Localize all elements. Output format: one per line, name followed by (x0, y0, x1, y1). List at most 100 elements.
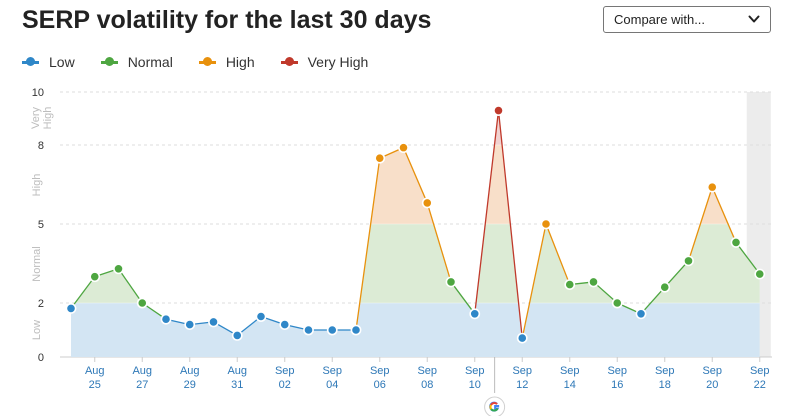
x-tick-label-month: Sep (750, 365, 770, 377)
legend-marker-high (198, 57, 216, 66)
legend-marker-normal (100, 57, 118, 66)
x-tick-label-month: Aug (85, 365, 105, 377)
x-tick-label-day: 14 (564, 379, 576, 391)
x-tick-label-month: Sep (560, 365, 580, 377)
data-point-aug-30 (208, 316, 219, 328)
legend-marker-very-high (280, 57, 298, 66)
x-tick-label-day: 20 (706, 379, 718, 391)
x-tick-label-month: Aug (180, 365, 200, 377)
y-tick-label: 8 (38, 140, 44, 152)
x-tick-label-month: Sep (655, 365, 675, 377)
data-point-aug-29 (184, 319, 196, 330)
series-segment (402, 147, 428, 204)
band-fill-very-high (71, 110, 760, 145)
x-tick-label-day: 31 (231, 379, 243, 391)
legend-label-very-high: Very High (307, 54, 369, 70)
band-fill-normal (71, 224, 760, 303)
band-axis-label-normal: Normal (31, 246, 43, 281)
x-tick-label-month: Sep (465, 365, 485, 377)
band-axis-label-very-high: High (42, 107, 54, 130)
x-tick-label-day: 27 (136, 379, 148, 391)
y-tick-label: 0 (38, 352, 44, 364)
data-point-sep-13 (540, 218, 552, 230)
series-segment (474, 110, 500, 314)
band-axis-label-high: High (31, 174, 43, 197)
data-point-sep-08 (421, 197, 433, 209)
x-tick-label-day: 22 (754, 379, 766, 391)
series-segment (497, 110, 523, 339)
legend-label-low: Low (49, 54, 75, 70)
y-tick-label: 5 (38, 219, 44, 231)
data-point-sep-02 (279, 319, 291, 330)
x-tick-label-month: Sep (512, 365, 532, 377)
data-point-sep-05 (350, 324, 362, 336)
data-point-sep-16 (611, 297, 623, 309)
data-point-sep-12 (516, 332, 528, 344)
x-tick-label-day: 18 (659, 379, 671, 391)
data-point-sep-21 (730, 237, 742, 248)
x-tick-label-month: Sep (607, 365, 627, 377)
x-tick-label-day: 06 (374, 379, 386, 391)
x-tick-label-month: Aug (227, 365, 247, 377)
x-tick-label-month: Sep (275, 365, 295, 377)
x-tick-label-day: 10 (469, 379, 481, 391)
data-point-sep-20 (706, 181, 718, 193)
data-point-sep-07 (398, 142, 409, 154)
series-segment (521, 223, 547, 339)
band-fill-low (71, 303, 760, 357)
legend-item-very-high[interactable]: Very High (280, 54, 369, 70)
y-tick-label: 2 (38, 298, 44, 310)
chart-legend: Low Normal High Very High (22, 54, 394, 70)
x-tick-label-month: Aug (132, 365, 152, 377)
series-segment (450, 281, 476, 315)
data-point-aug-31 (231, 329, 243, 341)
series-segment (711, 186, 737, 243)
data-point-sep-14 (564, 279, 576, 290)
data-point-aug-27 (136, 297, 148, 309)
data-point-sep-03 (303, 324, 314, 336)
band-axis-label-very: Very (30, 106, 42, 129)
legend-label-normal: Normal (127, 54, 173, 70)
series-segment (640, 286, 666, 315)
y-tick-label: 10 (32, 87, 44, 99)
chevron-down-icon (748, 15, 760, 23)
legend-item-high[interactable]: High (198, 54, 255, 70)
series-segment (117, 268, 143, 304)
data-point-sep-15 (588, 276, 599, 288)
data-point-aug-24 (65, 302, 77, 314)
x-tick-label-day: 25 (89, 379, 101, 391)
legend-item-normal[interactable]: Normal (100, 54, 173, 70)
compare-with-dropdown[interactable]: Compare with... (603, 6, 771, 33)
legend-label-high: High (225, 54, 255, 70)
series-segment (355, 158, 381, 331)
band-axis-label-low: Low (31, 320, 43, 340)
x-tick-label-day: 16 (611, 379, 623, 391)
data-point-sep-10 (469, 308, 481, 320)
data-point-sep-22 (754, 268, 766, 280)
series-segment (687, 186, 713, 262)
google-icon (484, 396, 506, 416)
data-point-aug-28 (160, 313, 172, 325)
page-title: SERP volatility for the last 30 days (22, 6, 432, 34)
x-tick-label-month: Sep (702, 365, 722, 377)
data-point-sep-19 (683, 255, 694, 267)
data-point-sep-01 (255, 311, 267, 322)
data-point-sep-04 (326, 324, 338, 336)
data-point-sep-06 (374, 152, 386, 164)
compare-with-label: Compare with... (614, 12, 706, 27)
legend-item-low[interactable]: Low (22, 54, 75, 70)
series-segment (545, 223, 571, 285)
x-tick-label-day: 08 (421, 379, 433, 391)
x-tick-label-day: 04 (326, 379, 338, 391)
x-tick-label-month: Sep (322, 365, 342, 377)
data-point-sep-09 (445, 276, 457, 288)
x-tick-label-day: 02 (279, 379, 291, 391)
data-point-sep-17 (635, 308, 647, 320)
band-fill-high (71, 145, 760, 224)
data-point-sep-18 (659, 281, 671, 293)
series-segment (735, 242, 761, 275)
series-segment (426, 202, 452, 283)
x-tick-label-day: 12 (516, 379, 528, 391)
data-point-aug-25 (89, 271, 101, 283)
